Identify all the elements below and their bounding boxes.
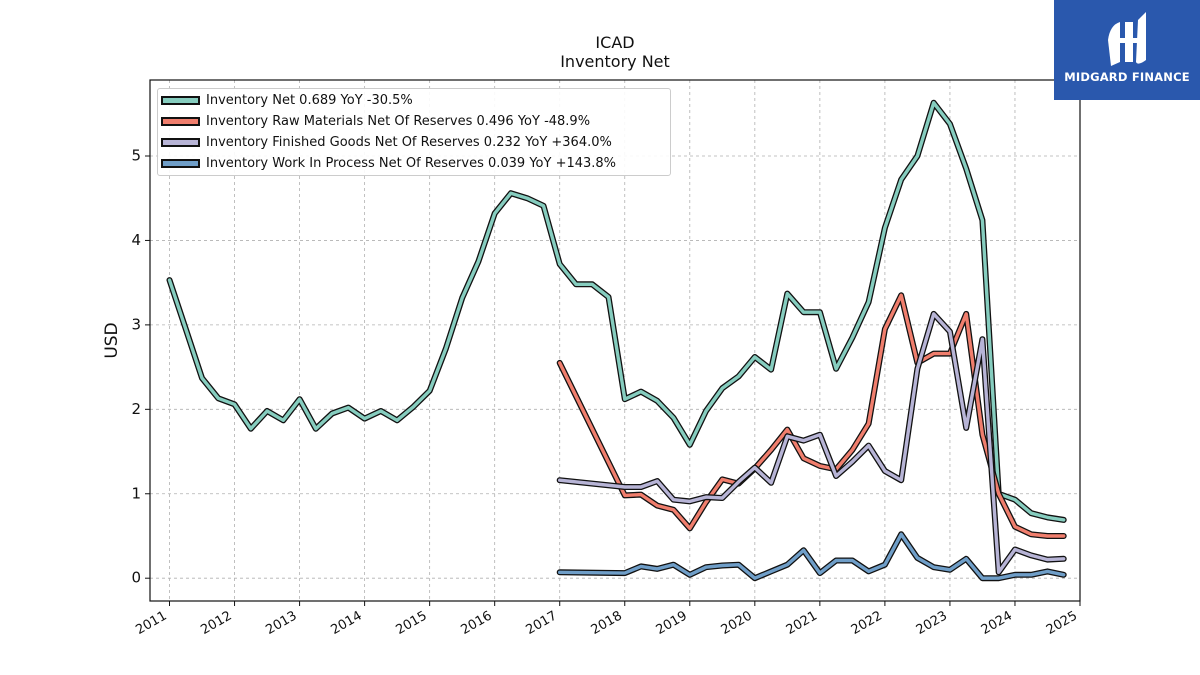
legend-item: Inventory Finished Goods Net Of Reserves… [161,134,612,151]
x-tick-label: 2023 [914,608,950,638]
x-tick-label: 2013 [263,608,299,638]
logo-text: MIDGARD FINANCE [1064,70,1190,84]
x-tick-label: 2017 [524,608,560,638]
chart-legend: Inventory Net 0.689 YoY -30.5% Inventory… [157,88,671,176]
midgard-finance-logo: MIDGARD FINANCE [1054,0,1200,100]
midgard-logo-icon [1108,12,1146,66]
x-tick-label: 2024 [979,608,1015,638]
y-tick-label: 0 [131,569,141,587]
series-outline-inventory-work-in-process-net-of-reserves [556,531,1067,582]
legend-swatch [161,138,200,147]
y-tick-label: 5 [131,146,141,164]
legend-label: Inventory Finished Goods Net Of Reserves… [206,135,612,150]
series-line-inventory-net [167,101,1066,522]
legend-label: Inventory Net 0.689 YoY -30.5% [206,93,413,108]
legend-label: Inventory Raw Materials Net Of Reserves … [206,114,591,129]
x-tick-label: 2022 [849,608,885,638]
chart-subtitle: Inventory Net [560,52,670,71]
legend-swatch [161,96,200,105]
series-lines [166,99,1067,582]
x-tick-label: 2012 [198,608,234,638]
series-line-inventory-work-in-process-net-of-reserves [558,532,1066,580]
legend-swatch [161,159,200,168]
x-tick-label: 2014 [328,608,364,638]
x-tick-label: 2011 [133,608,169,638]
x-tick-label: 2018 [589,608,625,638]
series-line-inventory-finished-goods-net-of-reserves [558,312,1066,574]
x-tick-label: 2019 [654,608,690,638]
y-tick-label: 3 [131,315,141,333]
x-tick-label: 2021 [784,608,820,638]
x-tick-label: 2020 [719,608,755,638]
y-tick-label: 1 [131,484,141,502]
legend-item: Inventory Net 0.689 YoY -30.5% [161,92,413,109]
y-axis-label: USD [102,322,122,358]
axis-ticks: 2011 2012 2013 2014 2015 2016 2017 2018 2019 2020… [131,146,1081,638]
legend-item: Inventory Raw Materials Net Of Reserves … [161,113,590,130]
x-tick-label: 2016 [459,608,495,638]
chart-title: ICAD [595,33,635,52]
x-tick-label: 2025 [1044,608,1080,638]
x-tick-label: 2015 [393,608,429,638]
plot-area [149,79,1081,602]
y-tick-label: 2 [131,400,141,418]
y-tick-label: 4 [131,231,141,249]
legend-label: Inventory Work In Process Net Of Reserve… [206,156,617,171]
legend-item: Inventory Work In Process Net Of Reserve… [161,155,616,172]
legend-swatch [161,117,200,126]
